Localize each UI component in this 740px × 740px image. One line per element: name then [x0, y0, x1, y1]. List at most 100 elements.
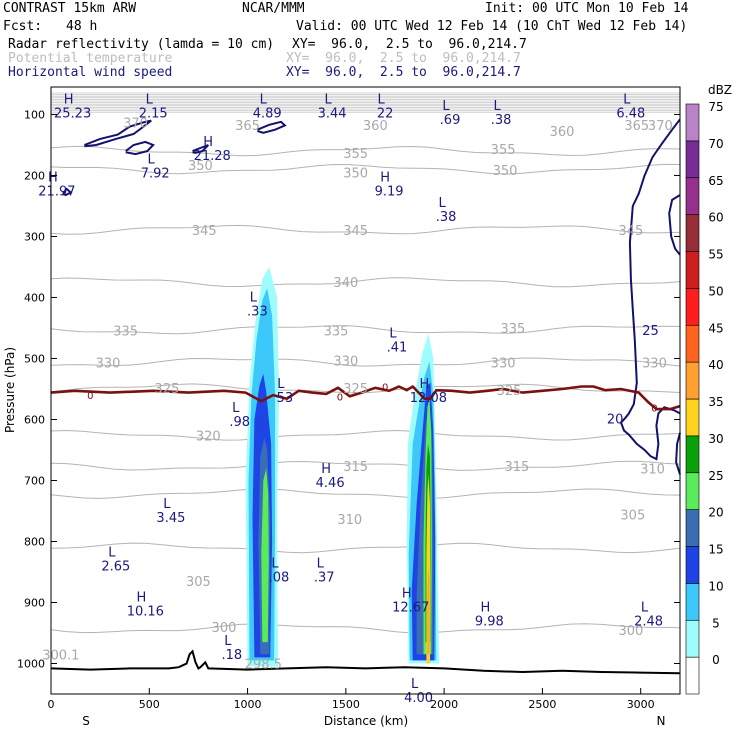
wind-extremum-kind: H — [321, 462, 331, 477]
y-tick-label: 600 — [24, 413, 45, 426]
wind-contour-line — [257, 120, 287, 134]
theta-contour-line — [50, 325, 681, 335]
theta-label: 365 — [235, 119, 260, 134]
theta-label: 360 — [550, 125, 575, 140]
colorbar-level: 25 — [708, 469, 723, 483]
wind-extremum-kind: L — [324, 92, 332, 107]
wind-extremum-kind: L — [146, 92, 154, 107]
colorbar-swatch — [685, 656, 700, 695]
plot-frame — [50, 86, 681, 695]
wind-extremum-value: 6.48 — [616, 106, 645, 121]
y-tick-label: 300 — [24, 230, 45, 243]
colorbar-level: 0 — [712, 653, 720, 667]
wind-extremum-value: 9.98 — [475, 615, 504, 630]
wind-extremum-kind: L — [442, 99, 450, 114]
colorbar-swatch — [685, 583, 700, 621]
reflectivity-cell-east — [406, 334, 440, 664]
wind-extremum-kind: H — [480, 601, 490, 616]
wind-extremum-kind: L — [411, 677, 419, 692]
forecast-hours: 48 h — [66, 19, 98, 34]
theta-label: 330 — [491, 357, 516, 372]
wind-extremum-kind: H — [64, 92, 74, 107]
theta-label: 345 — [192, 224, 217, 239]
freezing-label: 0 — [337, 392, 343, 403]
wind-extremum-value: .18 — [221, 648, 242, 663]
wind-contour-line — [62, 187, 73, 197]
field-wind-xy: XY= 96.0, 2.5 to 96.0,214.7 — [286, 65, 521, 80]
y-tick-label: 400 — [24, 291, 45, 304]
x-tick-label: 2000 — [430, 698, 458, 711]
colorbar-swatch — [685, 140, 700, 179]
field-theta: Potential temperature — [8, 51, 173, 66]
theta-label: 298.5 — [245, 657, 282, 672]
wind-extremum-value: .41 — [387, 341, 408, 356]
wind-contour-label: 20 — [607, 412, 624, 427]
theta-label: 315 — [504, 460, 529, 475]
x-tick-label: 1000 — [234, 698, 262, 711]
field-theta-xy: XY= 96.0, 2.5 to 96.0,214.7 — [286, 51, 521, 66]
theta-label: 310 — [640, 462, 665, 477]
wind-extremum-kind: H — [380, 171, 390, 186]
theta-contour-line — [50, 623, 681, 634]
wind-extremum-kind: L — [389, 327, 397, 342]
reflectivity-fill — [245, 267, 440, 667]
wind-extremum-kind: L — [260, 92, 268, 107]
theta-label: 345 — [618, 224, 643, 239]
wind-contour-line — [192, 144, 210, 154]
wind-extremum-kind: H — [203, 135, 213, 150]
x-end-right: N — [657, 714, 666, 728]
center-title: NCAR/MMM — [242, 1, 305, 16]
forecast-label: Fcst: — [3, 19, 43, 34]
wind-extremum-value: 2.48 — [634, 615, 663, 630]
y-tick-label: 900 — [24, 596, 45, 609]
colorbar-swatch — [685, 619, 700, 658]
theta-label: 340 — [333, 276, 358, 291]
theta-label: 355 — [343, 147, 368, 162]
wind-extremum-value: 7.92 — [141, 166, 170, 181]
field-reflectivity-xy: XY= 96.0, 2.5 to 96.0,214.7 — [292, 37, 527, 52]
wind-extremum-kind: L — [232, 401, 240, 416]
colorbar-swatch — [685, 214, 700, 252]
colorbar-swatch — [685, 103, 700, 142]
colorbar-level: 75 — [708, 100, 723, 114]
wind-extremum-value: 21.28 — [194, 149, 231, 164]
wind-extremum-kind: H — [48, 171, 58, 186]
wind-extremum-kind: L — [108, 546, 116, 561]
wind-extremum-value: 12.67 — [392, 601, 429, 616]
colorbar-swatch — [685, 177, 700, 215]
theta-contour-line — [50, 277, 681, 288]
wind-extremum-value: 2.65 — [101, 560, 130, 575]
theta-label: 315 — [343, 460, 368, 475]
theta-label: 370 — [123, 116, 148, 131]
colorbar-swatch — [685, 509, 700, 547]
y-axis-title: Pressure (hPa) — [3, 347, 17, 433]
reflectivity-layer — [427, 565, 430, 655]
y-tick-label: 100 — [24, 108, 45, 121]
y-tick-label: 700 — [24, 474, 45, 487]
wind-extremum-value: .38 — [436, 210, 457, 225]
wind-extremum-value: 3.45 — [156, 511, 185, 526]
wind-extremum-kind: L — [378, 92, 386, 107]
freezing-label: 0 — [87, 391, 93, 402]
theta-label: 320 — [196, 429, 221, 444]
wind-extremum-kind: H — [420, 377, 430, 392]
theta-label: 305 — [620, 509, 645, 524]
theta-label: 360 — [363, 119, 388, 134]
init-time: Init: 00 UTC Mon 10 Feb 14 — [485, 1, 689, 16]
theta-label: 350 — [343, 166, 368, 181]
wind-extremum-kind: H — [402, 587, 412, 602]
wind-extremum-value: 4.00 — [404, 691, 433, 706]
theta-label: 355 — [491, 143, 516, 158]
theta-label: 300.1 — [42, 648, 79, 663]
colorbar-level: 55 — [708, 248, 723, 262]
wind-extremum-value: 4.89 — [253, 106, 282, 121]
wind-extremum-value: 10.16 — [127, 604, 164, 619]
x-end-left: S — [82, 714, 90, 728]
y-tick-label: 1000 — [17, 657, 45, 670]
theta-label: 345 — [343, 224, 368, 239]
theta-contour-line — [50, 488, 681, 500]
theta-contour-line — [50, 357, 681, 367]
wind-extremum-kind: L — [250, 291, 258, 306]
theta-label: 325 — [343, 382, 368, 397]
colorbar-level: 70 — [708, 137, 723, 151]
